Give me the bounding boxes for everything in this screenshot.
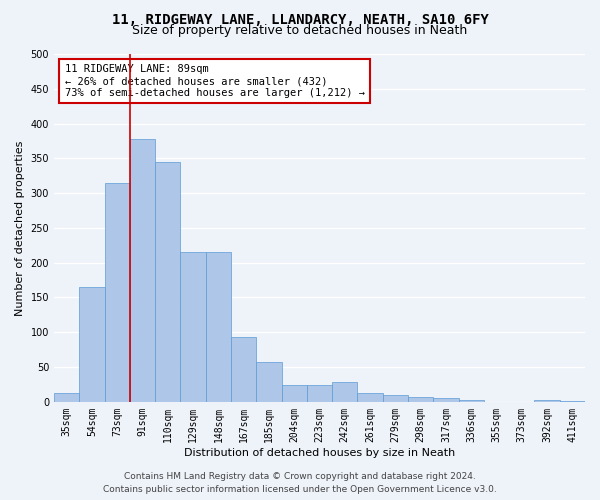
X-axis label: Distribution of detached houses by size in Neath: Distribution of detached houses by size … — [184, 448, 455, 458]
Bar — [281, 385, 307, 402]
Bar — [383, 395, 408, 402]
Bar — [358, 393, 383, 402]
Text: Contains HM Land Registry data © Crown copyright and database right 2024.
Contai: Contains HM Land Registry data © Crown c… — [103, 472, 497, 494]
Bar — [307, 385, 332, 402]
Text: 11, RIDGEWAY LANE, LLANDARCY, NEATH, SA10 6FY: 11, RIDGEWAY LANE, LLANDARCY, NEATH, SA1… — [112, 12, 488, 26]
Bar — [79, 287, 104, 402]
Y-axis label: Number of detached properties: Number of detached properties — [15, 140, 25, 316]
Bar — [433, 398, 458, 402]
Bar — [458, 400, 484, 402]
Text: 11 RIDGEWAY LANE: 89sqm
← 26% of detached houses are smaller (432)
73% of semi-d: 11 RIDGEWAY LANE: 89sqm ← 26% of detache… — [65, 64, 365, 98]
Bar — [560, 401, 585, 402]
Bar — [256, 362, 281, 402]
Bar — [104, 182, 130, 402]
Bar — [54, 393, 79, 402]
Bar — [155, 162, 181, 402]
Bar — [206, 252, 231, 402]
Text: Size of property relative to detached houses in Neath: Size of property relative to detached ho… — [133, 24, 467, 37]
Bar — [408, 397, 433, 402]
Bar — [332, 382, 358, 402]
Bar — [130, 139, 155, 402]
Bar — [535, 400, 560, 402]
Bar — [181, 252, 206, 402]
Bar — [231, 337, 256, 402]
